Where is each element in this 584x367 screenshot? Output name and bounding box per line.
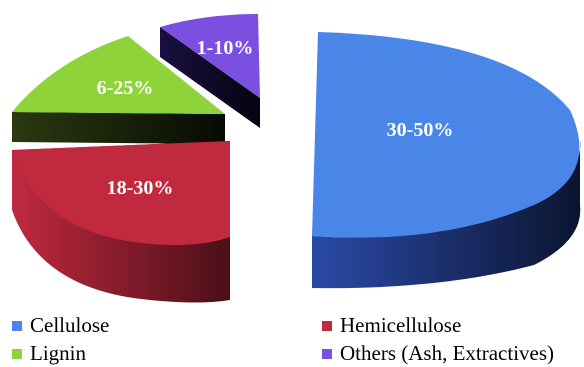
slice-others-top [160, 14, 260, 98]
legend-label-hemicellulose: Hemicellulose [340, 313, 462, 337]
legend-label-cellulose: Cellulose [30, 313, 110, 337]
legend-swatch-others [322, 348, 332, 359]
pie-chart: 1-10% 6-25% 18-30% 30-50% [12, 14, 581, 303]
slice-lignin-top [12, 36, 225, 114]
legend-label-lignin: Lignin [30, 341, 86, 365]
slice-lignin: 6-25% [12, 36, 225, 144]
legend-item-others: Others (Ash, Extractives) [322, 341, 554, 366]
slice-label-hemicellulose: 18-30% [107, 177, 174, 199]
slice-cellulose: 30-50% [312, 32, 581, 289]
slice-hemicellulose-edge [12, 150, 230, 303]
slice-others-side [160, 27, 260, 128]
legend-label-others: Others (Ash, Extractives) [340, 341, 555, 365]
legend-swatch-hemicellulose [322, 320, 332, 331]
legend-item-lignin: Lignin [12, 341, 86, 366]
slice-label-others: 1-10% [197, 37, 254, 59]
slice-label-cellulose: 30-50% [387, 119, 454, 141]
legend-item-hemicellulose: Hemicellulose [322, 313, 461, 338]
slice-hemicellulose-top [12, 141, 230, 246]
legend-swatch-cellulose [12, 320, 22, 331]
slice-hemicellulose: 18-30% [12, 141, 230, 303]
slice-lignin-side [12, 112, 225, 144]
legend-item-cellulose: Cellulose [12, 313, 109, 338]
slice-others: 1-10% [160, 14, 260, 128]
slice-cellulose-side [312, 140, 581, 289]
slice-cellulose-top [312, 32, 580, 238]
slice-label-lignin: 6-25% [97, 77, 154, 99]
legend-swatch-lignin [12, 348, 22, 359]
